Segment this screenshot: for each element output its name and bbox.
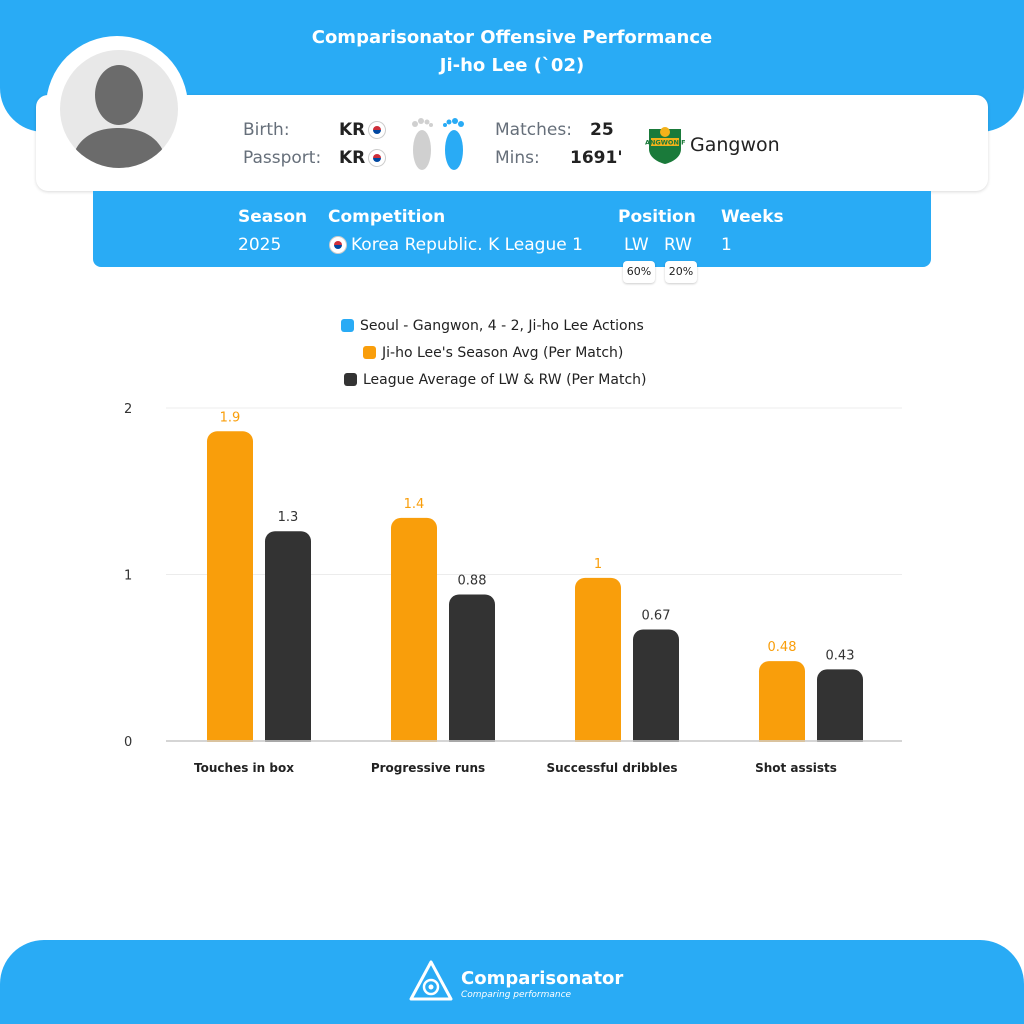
bar <box>759 661 805 751</box>
bar <box>207 431 253 751</box>
y-tick-label: 1 <box>124 569 132 584</box>
data-label: 1.9 <box>220 410 241 425</box>
bar <box>575 578 621 751</box>
x-tick-label: Touches in box <box>194 761 294 775</box>
y-tick-label: 2 <box>124 402 132 417</box>
data-label: 1 <box>594 557 602 572</box>
data-label: 0.48 <box>768 640 797 655</box>
footer-tagline: Comparing performance <box>461 990 571 1000</box>
x-tick-label: Shot assists <box>755 761 837 775</box>
baseline-mask <box>164 742 904 754</box>
data-label: 0.88 <box>458 573 487 588</box>
comparisonator-logo-icon <box>408 959 454 1003</box>
bar <box>449 594 495 751</box>
data-label: 0.43 <box>826 648 855 663</box>
bar <box>817 669 863 751</box>
data-label: 0.67 <box>642 608 671 623</box>
data-label: 1.3 <box>278 510 299 525</box>
x-tick-label: Successful dribbles <box>546 761 677 775</box>
footer-brand: Comparisonator <box>461 968 623 989</box>
x-tick-label: Progressive runs <box>371 761 485 775</box>
y-tick-label: 0 <box>124 735 132 750</box>
bar <box>391 518 437 751</box>
data-label: 1.4 <box>404 497 425 512</box>
bar <box>633 629 679 751</box>
bar <box>265 531 311 751</box>
